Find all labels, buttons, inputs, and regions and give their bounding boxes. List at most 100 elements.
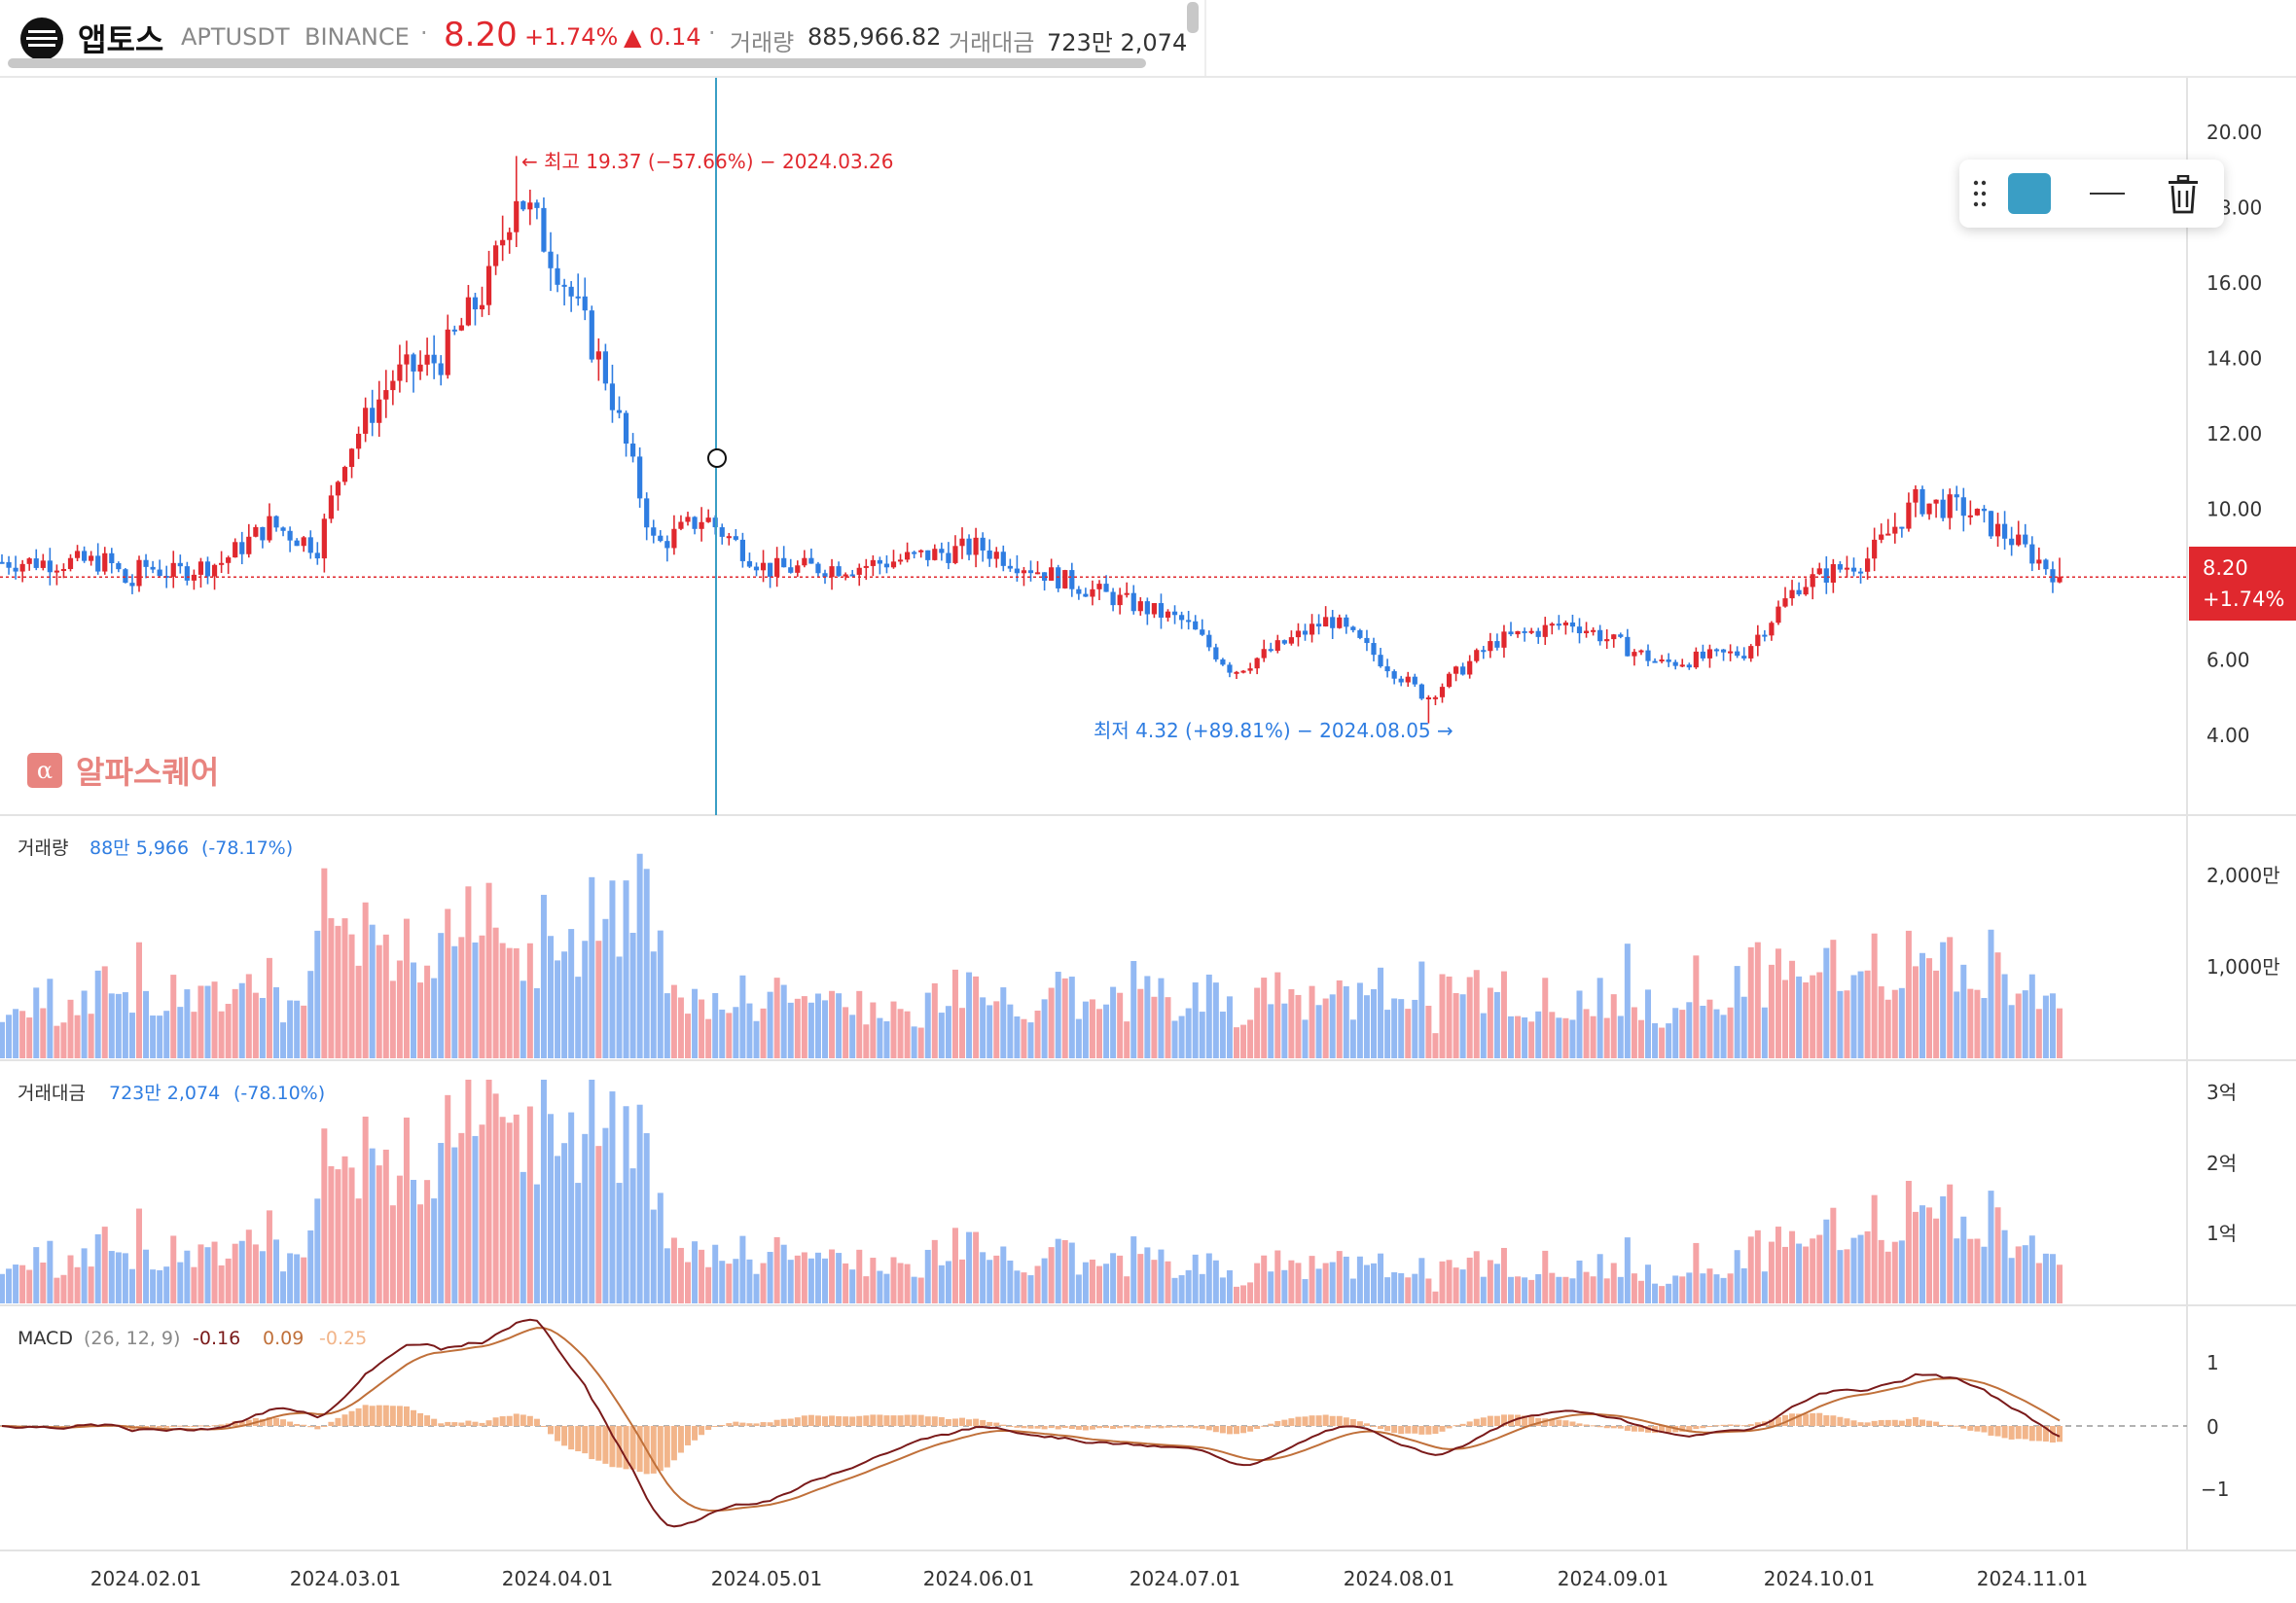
amount-bar (1363, 1265, 1370, 1303)
amount-axis-tick: 3억 (2206, 1081, 2237, 1104)
volume-bar (2008, 1005, 2015, 1058)
candle-body (602, 351, 608, 384)
candle-body (2023, 534, 2028, 545)
volume-bar (321, 868, 328, 1058)
candle-body (1344, 617, 1349, 627)
date-axis-tick: 2024.06.01 (923, 1567, 1035, 1590)
candle-body (856, 567, 862, 575)
amount-bar (492, 1093, 499, 1303)
amount-bar (1034, 1265, 1041, 1303)
amount-bar (485, 1080, 492, 1303)
macd-histogram-bar (1418, 1426, 1425, 1435)
macd-histogram-bar (877, 1414, 883, 1426)
header-scrollbar[interactable] (8, 58, 1146, 68)
candle-body (472, 297, 479, 310)
crosshair-handle[interactable] (707, 448, 727, 468)
amount-bar (1659, 1286, 1666, 1303)
amount-bar (843, 1263, 849, 1303)
candle-body (465, 297, 471, 326)
amount-bar (595, 1146, 602, 1303)
amount-bar (396, 1175, 403, 1303)
candle-body (836, 566, 842, 577)
drag-handle-icon[interactable] (1973, 179, 1987, 208)
macd-histogram-bar (341, 1414, 348, 1426)
header-vertical-scrollbar[interactable] (1187, 2, 1199, 33)
volume-bar (1775, 948, 1781, 1058)
macd-histogram-bar (2028, 1426, 2035, 1442)
macd-histogram-bar (753, 1423, 760, 1426)
amount-bar (520, 1171, 526, 1303)
volume-bar (33, 987, 40, 1058)
macd-histogram-bar (705, 1426, 712, 1431)
candle-body (1186, 620, 1192, 623)
current-price: 8.20 (444, 16, 518, 54)
amount-bar (1240, 1285, 1247, 1303)
macd-axis-tick: 1 (2206, 1351, 2219, 1374)
amount-bar (780, 1244, 787, 1303)
macd-histogram-bar (1871, 1420, 1878, 1426)
volume-bar (1823, 947, 1830, 1058)
volume-bar (2042, 995, 2049, 1058)
candle-body (1693, 651, 1699, 668)
macd-histogram-bar (897, 1415, 904, 1426)
candle-body (1981, 509, 1988, 512)
amount-bar (1637, 1280, 1644, 1303)
trash-icon[interactable] (2166, 175, 2201, 214)
macd-histogram-bar (1967, 1426, 1974, 1431)
macd-histogram-bar (1610, 1426, 1617, 1429)
amount-bar (1371, 1263, 1377, 1303)
amount-bar (987, 1260, 993, 1303)
macd-histogram-bar (1891, 1419, 1898, 1426)
candle-body (2016, 534, 2022, 546)
volume-bar (1796, 976, 1803, 1058)
volume-bar (1082, 1001, 1089, 1058)
amount-bar (108, 1251, 115, 1303)
candle-body (1542, 624, 1548, 637)
candle-body (877, 559, 882, 564)
macd-histogram-bar (1823, 1415, 1830, 1426)
candle-body (226, 557, 232, 563)
volume-bar (1603, 1017, 1610, 1058)
macd-histogram-bar (719, 1425, 726, 1427)
macd-histogram-bar (533, 1418, 540, 1426)
macd-histogram-bar (1562, 1420, 1569, 1426)
volume-bar (81, 990, 88, 1058)
amount-bar (945, 1261, 951, 1303)
candle-body (1316, 623, 1322, 627)
macd-histogram-bar (1158, 1426, 1165, 1429)
macd-histogram-bar (973, 1418, 980, 1426)
amount-bar (1713, 1274, 1720, 1303)
volume-bar (636, 853, 643, 1058)
macd-histogram-bar (1974, 1426, 1981, 1432)
amount-bar (1288, 1260, 1295, 1303)
volume-bar (1706, 999, 1713, 1058)
candle-body (123, 569, 128, 584)
volume-bar (2022, 990, 2028, 1058)
candle-body (1220, 659, 1226, 665)
amount-bar (1720, 1277, 1727, 1303)
candlesticks (0, 156, 2063, 724)
amount-bar (773, 1236, 780, 1303)
volume-bar (1768, 964, 1775, 1058)
candle-body (1666, 659, 1671, 662)
macd-histogram-bar (1617, 1426, 1624, 1429)
amount-bar (1041, 1258, 1048, 1303)
amount-bar (705, 1266, 712, 1303)
volume-bar (108, 993, 115, 1058)
amount-panel-pct: (-78.10%) (233, 1083, 325, 1104)
line-style-icon[interactable] (2090, 193, 2125, 195)
candle-body (1056, 567, 1061, 588)
volume-bar (60, 1022, 67, 1058)
amount-bar (136, 1208, 142, 1303)
volume-bar (1905, 930, 1912, 1058)
line-color-button[interactable] (2008, 173, 2051, 214)
candle-body (1240, 670, 1246, 673)
amount-bar (355, 1198, 362, 1303)
volume-bar (1659, 1027, 1666, 1058)
amount-bar (836, 1253, 843, 1303)
amount-bar (252, 1244, 259, 1303)
volume-bar (780, 984, 787, 1058)
amount-bar (369, 1148, 376, 1303)
macd-histogram-bar (1391, 1426, 1398, 1434)
